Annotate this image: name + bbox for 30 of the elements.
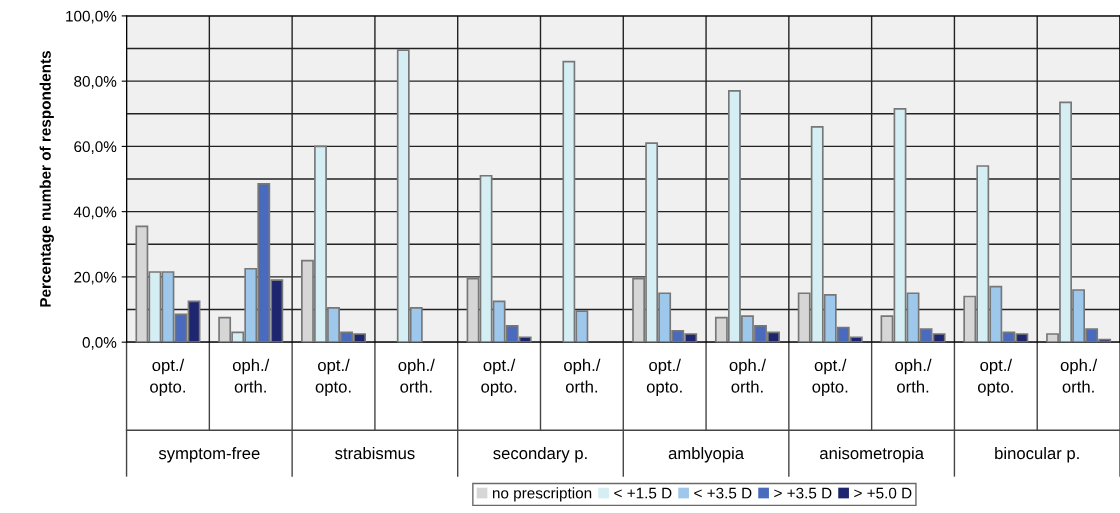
- y-tick-label: 100,0%: [66, 10, 117, 24]
- y-tick-label: 40,0%: [73, 206, 117, 220]
- y-tick-label: 0,0%: [82, 337, 117, 350]
- legend-label: < +3.5 D: [694, 487, 752, 499]
- x-tick-label: opt./ opto.: [150, 358, 185, 396]
- y-axis-title: Percentage number of respondents: [39, 51, 54, 307]
- x-tick-label: oph./ orth.: [1060, 358, 1098, 393]
- x-tick-label: oph./ orth.: [398, 358, 435, 393]
- text: binocular p.: [995, 446, 1079, 463]
- x-tick-label: opt./ opto.: [315, 358, 351, 396]
- x-tick-label: oph./ orth.: [729, 358, 766, 393]
- y-tick-label: 20,0%: [74, 271, 117, 285]
- text: anisometropia: [820, 446, 924, 463]
- y-tick-label: 60,0%: [74, 141, 117, 154]
- text: symptom-free: [158, 446, 260, 463]
- x-tick-label: opt./ opto.: [812, 358, 848, 396]
- legend-label: no prescription: [492, 487, 592, 502]
- x-tick-label: opt./ opto.: [646, 358, 682, 396]
- text: amblyopia: [668, 446, 745, 463]
- x-tick-label: oph./ orth.: [564, 358, 601, 393]
- text: secondary p.: [493, 446, 587, 463]
- y-tick-label: 80,0%: [74, 76, 117, 89]
- legend-label: > +3.5 D: [774, 487, 832, 499]
- legend-label: > +5.0 D: [854, 487, 912, 499]
- x-tick-label: oph./ orth.: [895, 358, 932, 393]
- x-tick-label: opt./ opto.: [977, 358, 1013, 396]
- x-tick-label: oph./ orth.: [232, 358, 270, 393]
- legend-label: < +1.5 D: [614, 487, 672, 499]
- text: strabismus: [335, 446, 415, 460]
- x-tick-label: opt./ opto.: [481, 358, 517, 396]
